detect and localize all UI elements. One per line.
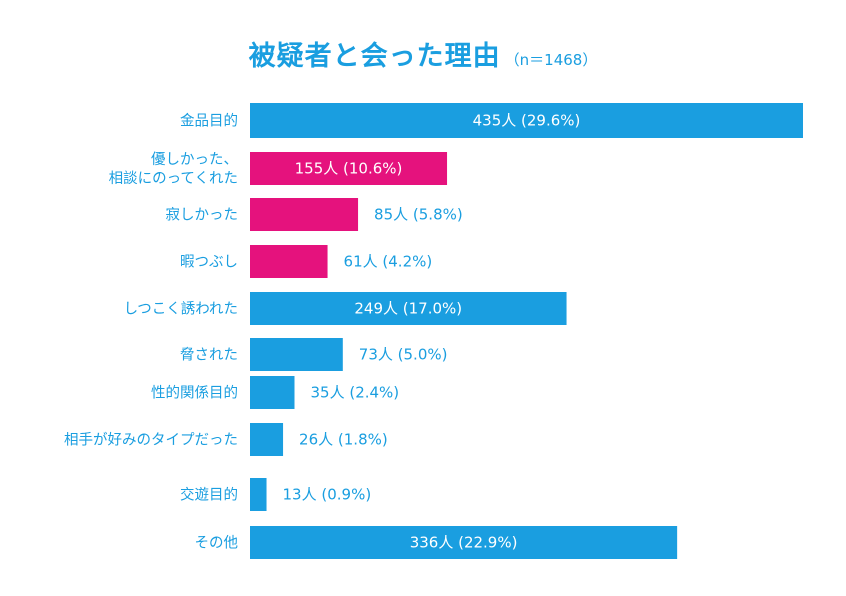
bar-2 — [250, 198, 359, 231]
data-label-6: 35人 (2.4%) — [310, 384, 399, 402]
category-label-3: 暇つぶし — [180, 255, 238, 271]
category-label-4: しつこく誘われた — [124, 301, 238, 318]
bar-4 — [250, 292, 567, 325]
data-label-1: 155人 (10.6%) — [295, 160, 403, 178]
bar-7 — [250, 423, 284, 456]
category-label-0: 金品目的 — [180, 113, 238, 130]
category-label-1: 優しかった、相談にのってくれた — [109, 151, 238, 187]
bar-9 — [250, 526, 678, 559]
category-label-5: 脅された — [180, 347, 238, 364]
data-label-8: 13人 (0.9%) — [283, 486, 372, 504]
category-label-6: 性的関係目的 — [151, 385, 238, 402]
chart-subtitle: （n＝1468） — [504, 51, 598, 69]
category-label-9: その他 — [195, 535, 239, 552]
data-label-7: 26人 (1.8%) — [299, 431, 388, 449]
bar-6 — [250, 376, 295, 409]
chart-title-area: 被疑者と会った理由 （n＝1468） — [0, 34, 846, 73]
category-label-8: 交遊目的 — [180, 486, 238, 504]
bar-5 — [250, 338, 343, 371]
data-label-0: 435人 (29.6%) — [473, 112, 581, 130]
data-label-4: 249人 (17.0%) — [354, 300, 462, 318]
category-label-7: 相手が好みのタイプだった — [64, 432, 238, 449]
bar-0 — [250, 103, 803, 138]
data-label-3: 61人 (4.2%) — [344, 253, 433, 271]
category-label-2: 寂しかった — [166, 207, 239, 224]
bar-8 — [250, 478, 267, 511]
data-label-2: 85人 (5.8%) — [374, 206, 463, 224]
bar-1 — [250, 152, 448, 185]
data-label-5: 73人 (5.0%) — [359, 346, 448, 364]
data-label-9: 336人 (22.9%) — [410, 534, 518, 552]
chart-title: 被疑者と会った理由 — [248, 41, 501, 72]
bar-3 — [250, 245, 328, 278]
